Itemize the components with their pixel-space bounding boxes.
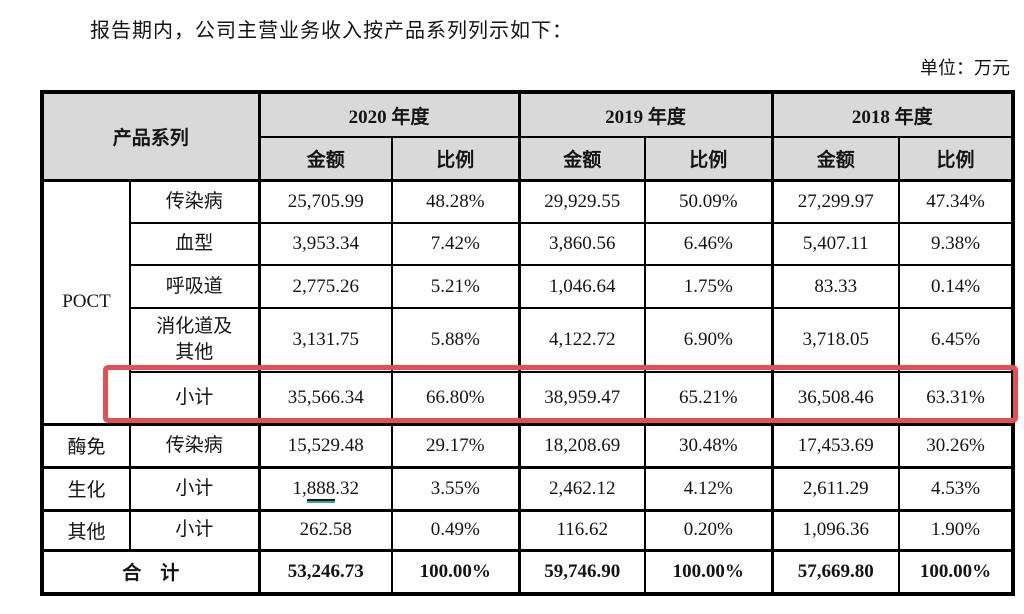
- table-row: POCT 传染病 25,705.99 48.28% 29,929.55 50.0…: [41, 178, 1015, 425]
- amount-cell: 53,246.73: [257, 548, 394, 595]
- amount-cell: 3,131.75: [257, 307, 394, 373]
- ratio-cell: 4.53%: [898, 465, 1015, 511]
- amount-cell: 5,407.11: [770, 222, 901, 266]
- ratio-cell: 63.31%: [898, 371, 1015, 425]
- amount-cell-with-underline: 1,888.32: [257, 465, 394, 511]
- group-cell: POCT: [41, 178, 131, 425]
- category-cell: 呼吸道: [128, 264, 261, 309]
- ratio-cell: 6.45%: [898, 307, 1015, 373]
- category-cell: 小计: [128, 465, 261, 511]
- header-row-measures: 金额 比例 金额 比例 金额 比例: [42, 136, 1015, 181]
- header-ratio-2018: 比例: [898, 136, 1015, 181]
- ratio-cell: 100.00%: [898, 548, 1015, 595]
- category-cell: 消化道及 其他: [128, 307, 261, 373]
- amount-cell: 2,611.29: [770, 465, 901, 511]
- amount-cell: 25,705.99: [257, 178, 394, 224]
- amount-cell: 18,208.69: [517, 422, 647, 468]
- amount-cell: 2,775.26: [257, 264, 394, 309]
- table-row: 消化道及 其他 3,131.75 5.88% 4,122.72 6.90% 3,…: [42, 307, 1015, 373]
- ratio-cell: 3.55%: [391, 465, 521, 511]
- ratio-cell: 4.12%: [644, 465, 774, 511]
- intro-text: 报告期内，公司主营业务收入按产品系列列示如下：: [90, 20, 573, 42]
- category-cell: 血型: [128, 222, 261, 266]
- category-cell: 小计: [128, 508, 261, 551]
- ratio-cell: 30.48%: [644, 422, 774, 468]
- header-year-2019: 2019 年度: [517, 91, 774, 138]
- ratio-cell: 47.34%: [898, 178, 1015, 224]
- ratio-cell: 1.75%: [644, 264, 774, 309]
- amount-cell: 27,299.97: [770, 178, 901, 224]
- header-product-series: 产品系列: [40, 91, 261, 181]
- amount-cell: 3,953.34: [257, 222, 394, 266]
- ratio-cell: 30.26%: [898, 422, 1015, 468]
- table-row: 其他 小计 262.58 0.49% 116.62 0.20% 1,096.36…: [41, 508, 1015, 551]
- underlined-digits: 888: [306, 477, 336, 501]
- ratio-cell: 100.00%: [391, 548, 521, 595]
- table-row: 呼吸道 2,775.26 5.21% 1,046.64 1.75% 83.33 …: [42, 264, 1015, 309]
- amount-cell: 2,462.12: [517, 465, 647, 511]
- unit-label: 单位：万元: [920, 58, 1010, 78]
- category-cell: 传染病: [128, 178, 261, 224]
- ratio-cell: 50.09%: [644, 178, 774, 224]
- header-row-years: 产品系列 2020 年度 2019 年度 2018 年度: [40, 91, 1015, 181]
- amount-cell: 1,096.36: [770, 508, 901, 551]
- amount-cell: 83.33: [770, 264, 901, 309]
- amount-cell: 29,929.55: [517, 178, 647, 224]
- header-ratio-2019: 比例: [644, 136, 774, 181]
- ratio-cell: 48.28%: [391, 178, 521, 224]
- amount-cell: 15,529.48: [257, 422, 394, 468]
- group-cell: 其他: [41, 508, 131, 551]
- amount-cell: 262.58: [257, 508, 394, 551]
- amount-cell: 36,508.46: [770, 371, 901, 425]
- amount-suffix: .32: [335, 477, 360, 499]
- ratio-cell: 100.00%: [644, 548, 774, 595]
- amount-cell: 35,566.34: [257, 371, 394, 425]
- ratio-cell: 9.38%: [898, 222, 1015, 266]
- amount-cell: 38,959.47: [517, 371, 647, 425]
- amount-cell: 3,718.05: [770, 307, 901, 373]
- amount-cell: 3,860.56: [517, 222, 647, 266]
- ratio-cell: 5.21%: [391, 264, 521, 309]
- category-cell: 小计: [128, 371, 261, 425]
- ratio-cell: 7.42%: [391, 222, 521, 266]
- ratio-cell: 6.90%: [644, 307, 774, 373]
- ratio-cell: 29.17%: [391, 422, 521, 468]
- ratio-cell: 65.21%: [644, 371, 774, 425]
- table-row: 血型 3,953.34 7.42% 3,860.56 6.46% 5,407.1…: [42, 222, 1015, 266]
- amount-cell: 57,669.80: [770, 548, 901, 595]
- header-amount-2018: 金额: [770, 136, 901, 181]
- header-ratio-2020: 比例: [391, 136, 521, 181]
- header-year-2018: 2018 年度: [770, 91, 1015, 138]
- amount-cell: 116.62: [517, 508, 647, 551]
- ratio-cell: 6.46%: [644, 222, 774, 266]
- total-label-cell: 合 计: [40, 548, 261, 595]
- ratio-cell: 0.49%: [391, 508, 521, 551]
- amount-cell: 4,122.72: [517, 307, 647, 373]
- amount-cell: 1,046.64: [517, 264, 647, 309]
- amount-cell: 59,746.90: [517, 548, 647, 595]
- amount-prefix: 1,: [292, 477, 307, 499]
- group-cell: 酶免: [41, 422, 131, 468]
- ratio-cell: 1.90%: [898, 508, 1015, 551]
- header-amount-2019: 金额: [517, 136, 647, 181]
- table-row: 酶免 传染病 15,529.48 29.17% 18,208.69 30.48%…: [41, 422, 1015, 468]
- ratio-cell: 0.20%: [644, 508, 774, 551]
- header-amount-2020: 金额: [257, 136, 394, 181]
- header-year-2020: 2020 年度: [257, 91, 521, 138]
- revenue-by-product-series-table: 产品系列 2020 年度 2019 年度 2018 年度 金额 比例 金额 比例…: [40, 90, 1016, 596]
- table-row-grand-total: 合 计 53,246.73 100.00% 59,746.90 100.00% …: [40, 548, 1015, 595]
- ratio-cell: 5.88%: [391, 307, 521, 373]
- table-row: 生化 小计 1,888.32 3.55% 2,462.12 4.12% 2,61…: [41, 465, 1015, 511]
- ratio-cell: 66.80%: [391, 371, 521, 425]
- category-cell: 传染病: [128, 422, 261, 468]
- group-cell: 生化: [41, 465, 131, 511]
- table-row-poct-subtotal: 小计 35,566.34 66.80% 38,959.47 65.21% 36,…: [42, 371, 1015, 425]
- ratio-cell: 0.14%: [898, 264, 1015, 309]
- amount-cell: 17,453.69: [770, 422, 901, 468]
